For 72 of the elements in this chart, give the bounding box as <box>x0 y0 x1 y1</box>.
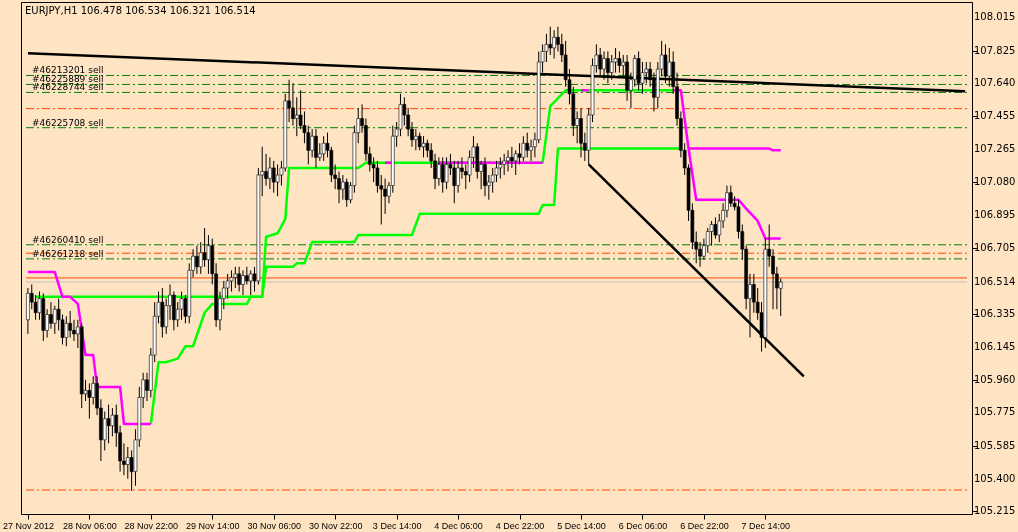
candlestick <box>87 382 92 420</box>
x-tick-label: 27 Nov 2012 <box>2 520 54 531</box>
y-tick-label: 107.455 <box>974 109 1016 121</box>
candlestick <box>314 128 318 169</box>
ref-line-label: #46228744 sell <box>32 82 104 93</box>
y-tick-label: 107.825 <box>974 44 1016 56</box>
candlestick <box>552 29 556 59</box>
candlestick <box>49 301 53 330</box>
candlestick <box>778 277 783 317</box>
x-tick-label: 3 Dec 14:00 <box>372 520 422 531</box>
y-tick-label: 106.335 <box>974 307 1016 319</box>
y-tick-label: 105.585 <box>974 440 1016 452</box>
candlestick <box>414 128 418 151</box>
x-tick-label: 28 Nov 06:00 <box>63 520 117 531</box>
x-tick-label: 6 Dec 06:00 <box>618 520 668 531</box>
candlestick <box>498 156 503 180</box>
y-tick-label: 105.215 <box>974 505 1016 517</box>
x-tick-label: 4 Dec 06:00 <box>434 520 483 531</box>
y-tick-label: 107.080 <box>974 176 1016 188</box>
candlestick <box>237 266 241 293</box>
ref-line-label: #46225708 sell <box>32 117 104 128</box>
y-tick-label: 105.775 <box>974 406 1016 418</box>
candlestick <box>617 50 622 74</box>
candlestick <box>437 156 441 187</box>
candlestick <box>275 163 280 197</box>
ref-line-label: #46260410 sell <box>32 234 104 245</box>
candlestick <box>728 185 733 208</box>
y-tick-label: 106.705 <box>974 242 1016 254</box>
candlestick <box>106 404 111 444</box>
y-tick-label: 107.265 <box>974 143 1016 155</box>
candlestick <box>271 160 276 194</box>
candlestick <box>68 310 72 338</box>
candlestick <box>502 153 506 176</box>
candlestick <box>195 245 199 275</box>
candlestick <box>233 266 238 289</box>
candlestick <box>64 315 69 347</box>
candlestick <box>483 156 487 197</box>
y-tick-label: 106.514 <box>974 276 1016 288</box>
x-tick-label: 30 Nov 06:00 <box>247 520 302 531</box>
ref-line-label: #46225889 sell <box>32 74 104 85</box>
y-tick-label: 106.145 <box>974 341 1016 353</box>
y-tick-label: 106.895 <box>974 208 1016 220</box>
candlestick <box>344 178 349 208</box>
y-tick-label: 105.400 <box>974 472 1016 484</box>
candlestick <box>506 149 510 172</box>
candlestick <box>521 135 526 162</box>
candlestick <box>402 96 407 127</box>
candlestick <box>456 160 460 194</box>
candlestick <box>241 269 245 296</box>
x-tick-label: 6 Dec 22:00 <box>680 520 729 531</box>
y-tick-label: 108.015 <box>974 11 1016 23</box>
candlestick <box>517 142 522 165</box>
y-tick-label: 105.960 <box>974 373 1016 385</box>
x-tick-label: 5 Dec 14:00 <box>557 520 606 531</box>
x-tick-label: 28 Nov 22:00 <box>124 520 179 531</box>
candlestick <box>248 269 253 296</box>
candlestick <box>444 156 449 190</box>
candlestick <box>548 26 553 56</box>
candlestick <box>202 227 207 268</box>
candlestick <box>510 146 514 169</box>
ref-line-label: #46213201 sell <box>32 65 104 76</box>
x-tick-label: 4 Dec 22:00 <box>495 520 545 531</box>
candlestick <box>310 128 314 158</box>
chart-title: EURJPY,H1 106.478 106.534 106.321 106.514 <box>25 5 256 16</box>
x-tick-label: 29 Nov 14:00 <box>186 520 240 531</box>
candlestick <box>341 174 345 201</box>
x-tick-label: 7 Dec 14:00 <box>741 520 791 531</box>
x-tick-label: 30 Nov 22:00 <box>308 520 363 531</box>
candlestick <box>525 132 530 158</box>
candlestick <box>294 96 299 137</box>
candlestick <box>268 156 272 190</box>
y-tick-label: 107.640 <box>974 77 1016 89</box>
